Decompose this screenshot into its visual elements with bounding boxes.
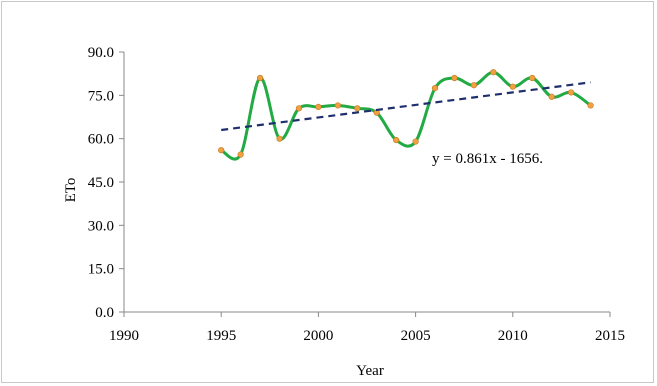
data-point xyxy=(529,74,536,82)
y-tick-label: 0.0 xyxy=(95,305,114,321)
data-point xyxy=(548,93,555,100)
y-tick-label: 75.0 xyxy=(88,88,114,104)
y-tick-label: 45.0 xyxy=(88,175,114,191)
data-point xyxy=(237,151,244,158)
trendline-equation: y = 0.861x - 1656. xyxy=(432,151,543,167)
x-tick-label: 2010 xyxy=(498,328,528,344)
data-point xyxy=(393,137,400,144)
data-point xyxy=(334,102,341,109)
data-point xyxy=(354,105,361,112)
data-point xyxy=(315,103,322,110)
data-point xyxy=(451,74,458,82)
series-line xyxy=(220,70,592,161)
axes xyxy=(123,52,610,313)
x-tick-label: 2000 xyxy=(303,328,333,344)
data-point xyxy=(218,147,225,154)
x-axis-ticks: 1990 1995 2000 2005 2010 2015 xyxy=(109,312,625,344)
y-axis-title: ETo xyxy=(63,178,79,203)
x-tick-label: 1990 xyxy=(109,328,139,344)
data-point xyxy=(256,74,264,82)
data-point xyxy=(568,89,575,96)
x-tick-label: 2015 xyxy=(595,328,625,344)
data-point xyxy=(276,135,283,142)
y-tick-label: 90.0 xyxy=(88,45,114,61)
x-tick-label: 1995 xyxy=(206,328,236,344)
data-point xyxy=(412,138,419,145)
data-point xyxy=(587,102,594,109)
x-axis-title: Year xyxy=(356,363,384,379)
data-point xyxy=(431,85,439,92)
y-tick-label: 30.0 xyxy=(88,218,114,234)
data-point xyxy=(470,82,478,89)
data-point xyxy=(295,105,303,112)
plot-area xyxy=(218,69,594,161)
y-axis-ticks: 0.0 15.0 30.0 45.0 60.0 75.0 90.0 xyxy=(88,45,124,321)
data-point xyxy=(490,69,497,76)
data-point xyxy=(509,83,516,90)
y-tick-label: 60.0 xyxy=(88,132,114,148)
x-tick-label: 2005 xyxy=(401,328,431,344)
trendline xyxy=(221,81,591,132)
y-tick-label: 15.0 xyxy=(88,262,114,278)
